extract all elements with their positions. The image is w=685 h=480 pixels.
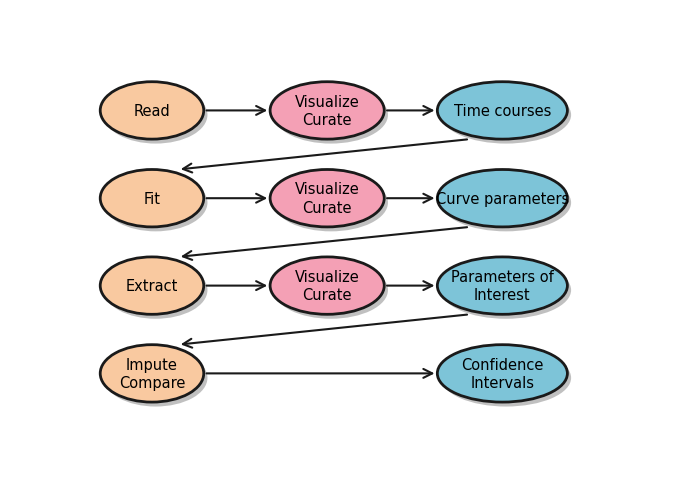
Text: Curve parameters: Curve parameters: [436, 192, 569, 206]
Text: Fit: Fit: [143, 192, 160, 206]
Ellipse shape: [437, 83, 567, 140]
Ellipse shape: [437, 170, 567, 228]
Text: Read: Read: [134, 104, 171, 119]
Ellipse shape: [274, 175, 388, 232]
Text: Impute
Compare: Impute Compare: [119, 357, 185, 390]
Ellipse shape: [270, 83, 384, 140]
Ellipse shape: [104, 349, 208, 407]
Text: Visualize
Curate: Visualize Curate: [295, 269, 360, 303]
Ellipse shape: [441, 262, 571, 319]
Text: Time courses: Time courses: [453, 104, 551, 119]
Ellipse shape: [100, 345, 203, 402]
Ellipse shape: [441, 175, 571, 232]
Text: Extract: Extract: [126, 278, 178, 293]
Ellipse shape: [100, 83, 203, 140]
Text: Visualize
Curate: Visualize Curate: [295, 95, 360, 128]
Ellipse shape: [274, 87, 388, 144]
Ellipse shape: [270, 170, 384, 228]
Ellipse shape: [104, 175, 208, 232]
Ellipse shape: [441, 87, 571, 144]
Ellipse shape: [437, 257, 567, 315]
Text: Visualize
Curate: Visualize Curate: [295, 182, 360, 216]
Ellipse shape: [100, 257, 203, 315]
Text: Confidence
Intervals: Confidence Intervals: [461, 357, 544, 390]
Ellipse shape: [100, 170, 203, 228]
Ellipse shape: [441, 349, 571, 407]
Ellipse shape: [104, 87, 208, 144]
Ellipse shape: [270, 257, 384, 315]
Ellipse shape: [437, 345, 567, 402]
Text: Parameters of
Interest: Parameters of Interest: [451, 269, 553, 303]
Ellipse shape: [274, 262, 388, 319]
Ellipse shape: [104, 262, 208, 319]
